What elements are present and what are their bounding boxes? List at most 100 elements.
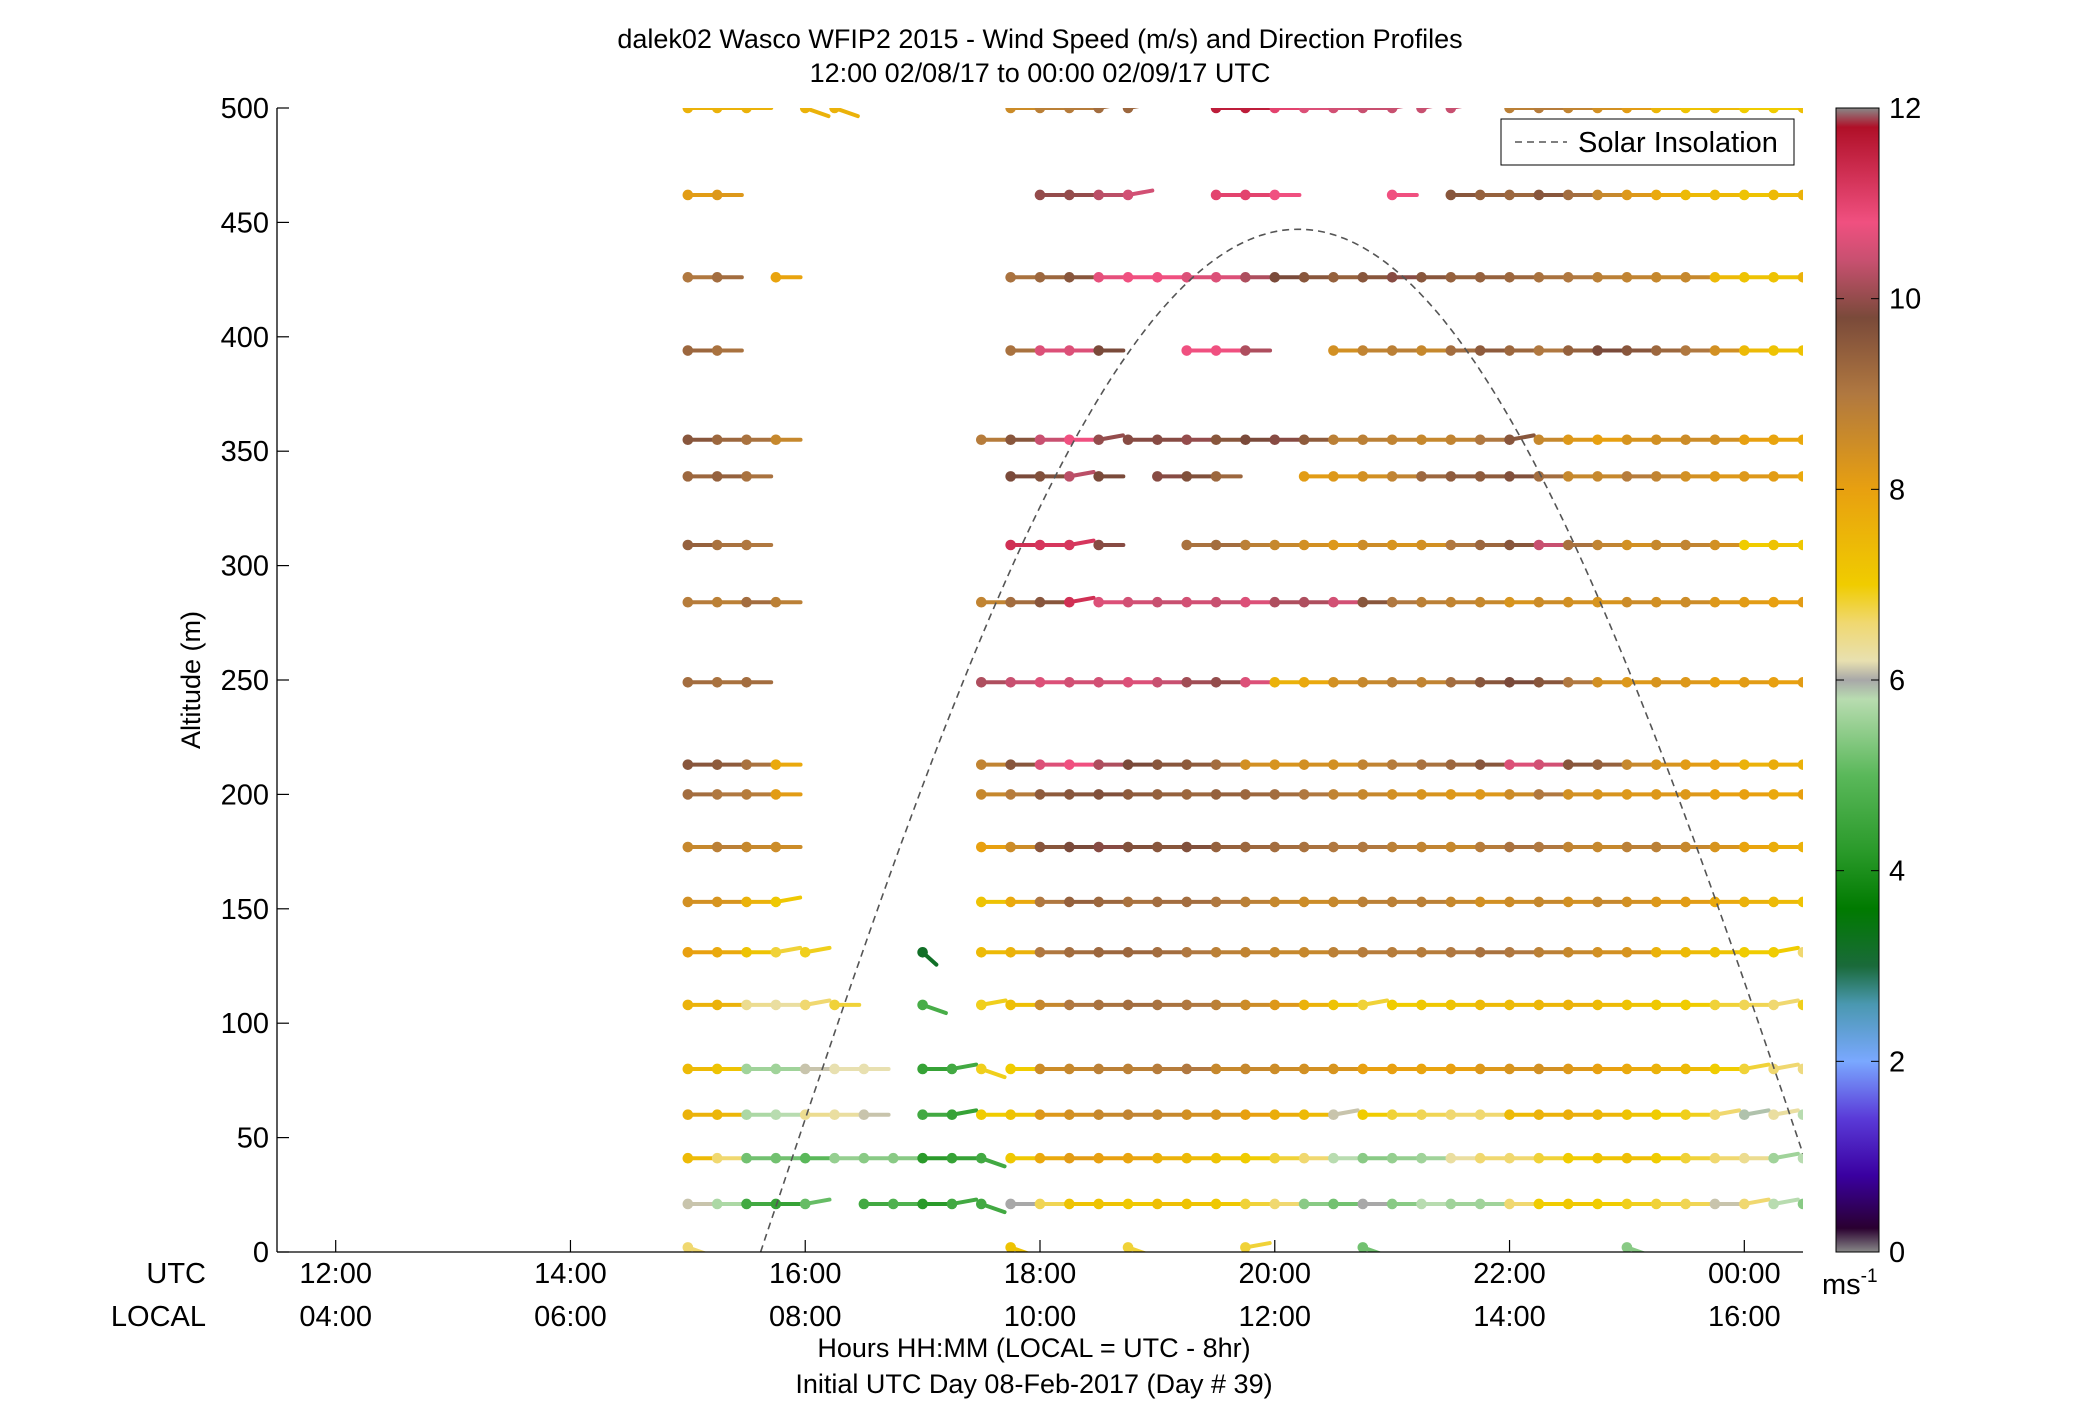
wind-barb-point xyxy=(1034,789,1046,800)
wind-barb-point xyxy=(1445,946,1457,958)
wind-barb-point xyxy=(1592,108,1603,114)
wind-barb-point xyxy=(829,1109,840,1121)
wind-barb-point xyxy=(1533,539,1545,551)
colorbar-tick-label: 2 xyxy=(1889,1046,1905,1078)
wind-barb-point xyxy=(1386,471,1398,482)
wind-barb-point xyxy=(1240,1152,1251,1164)
wind-barb-point xyxy=(1621,759,1633,770)
wind-barb-point xyxy=(682,999,694,1011)
wind-barb-point xyxy=(1064,759,1075,770)
wind-barb-point xyxy=(1298,1109,1310,1121)
wind-barb-point xyxy=(1592,946,1603,958)
x-axis-label: Hours HH:MM (LOCAL = UTC - 8hr) xyxy=(817,1333,1250,1363)
wind-barb-point xyxy=(917,1063,928,1075)
wind-barb-point xyxy=(1181,759,1193,770)
wind-barb-point xyxy=(1181,1152,1193,1164)
wind-barb-point xyxy=(1474,189,1486,201)
wind-barb-point xyxy=(770,1198,782,1210)
wind-barb-point xyxy=(1504,1152,1515,1164)
wind-barb-point xyxy=(1210,189,1222,201)
wind-barb-point xyxy=(1474,676,1486,688)
wind-barb-point xyxy=(1562,1063,1574,1075)
wind-barb-point xyxy=(1298,1198,1310,1210)
wind-barb-point xyxy=(1122,108,1134,114)
wind-barb-point xyxy=(858,1109,870,1121)
wind-barb-point xyxy=(1064,189,1075,201)
wind-barb-point xyxy=(1797,434,1803,446)
x-tick-label-local: 16:00 xyxy=(1708,1301,1781,1333)
wind-barb-point xyxy=(1650,1152,1662,1164)
wind-barb-point xyxy=(1064,841,1075,853)
wind-barb-point xyxy=(1797,345,1803,356)
wind-barb-point xyxy=(1328,539,1339,551)
wind-barb-point xyxy=(1328,676,1339,688)
wind-barb-point xyxy=(1533,896,1545,908)
wind-barb-point xyxy=(1269,1198,1281,1210)
wind-barb-point xyxy=(711,946,723,958)
wind-barb-point xyxy=(1152,946,1163,958)
colorbar-tick-label: 0 xyxy=(1889,1237,1905,1269)
wind-barb-point xyxy=(1768,789,1779,800)
wind-barb-point xyxy=(1122,434,1134,446)
wind-barb-point xyxy=(1298,896,1310,908)
wind-barb-point xyxy=(1005,471,1016,482)
wind-barb-point xyxy=(1592,1152,1603,1164)
wind-barb-point xyxy=(1005,841,1016,853)
wind-barb-point xyxy=(1768,1152,1779,1164)
wind-barb-point xyxy=(1739,759,1750,770)
wind-barb-point xyxy=(1533,596,1545,608)
wind-barb-point xyxy=(1240,946,1251,958)
wind-barb-point xyxy=(1739,434,1750,446)
wind-barb-point xyxy=(1562,1198,1574,1210)
wind-barb-point xyxy=(1416,272,1427,283)
wind-barb-point xyxy=(1034,189,1046,201)
x-axis-ticks: 12:00 04:00 14:00 06:00 16:00 08:00 18:00 10:00… xyxy=(299,1240,1781,1333)
wind-barb-point xyxy=(1650,189,1662,201)
wind-barb-point xyxy=(711,189,723,201)
wind-barb-point xyxy=(1357,345,1369,356)
wind-barb-point xyxy=(1768,189,1779,201)
colorbar-unit: ms-1 xyxy=(1822,1266,1878,1301)
wind-barb-point xyxy=(1680,946,1691,958)
y-tick-label: 500 xyxy=(221,93,269,125)
wind-barb-point xyxy=(1298,471,1310,482)
wind-barb-point xyxy=(1621,1152,1633,1164)
wind-barb-point xyxy=(1709,272,1721,283)
wind-barb-point xyxy=(711,789,723,800)
wind-barb-point xyxy=(1445,676,1457,688)
wind-barb-point xyxy=(1386,189,1398,201)
wind-barb-point xyxy=(1357,946,1369,958)
wind-barb-point xyxy=(1034,434,1046,446)
wind-barb-point xyxy=(1034,345,1046,356)
wind-barb-point xyxy=(770,946,782,958)
wind-barb-point xyxy=(1240,189,1251,201)
wind-barb-point xyxy=(1122,1152,1134,1164)
wind-barb-point xyxy=(711,1152,723,1164)
wind-barb-point xyxy=(1269,434,1281,446)
wind-barb-point xyxy=(1533,1109,1545,1121)
wind-barb-point xyxy=(1034,999,1046,1011)
wind-barb-point xyxy=(770,1063,782,1075)
wind-barb-point xyxy=(829,999,840,1011)
wind-barb-point xyxy=(1093,189,1104,201)
plot-area: 0 50 100 150 200 250 300 350 400 450 500 12:00 04:0… xyxy=(221,93,1856,1333)
wind-barb-point xyxy=(682,896,694,908)
wind-barb-shaft xyxy=(1832,104,1856,108)
wind-barb-point xyxy=(1298,1063,1310,1075)
wind-barb-point xyxy=(682,1109,694,1121)
wind-barb-point xyxy=(1621,272,1633,283)
wind-barb-point xyxy=(1034,1152,1046,1164)
wind-barb-point xyxy=(1445,539,1457,551)
wind-barb-point xyxy=(1445,596,1457,608)
wind-barb-point xyxy=(1592,896,1603,908)
wind-barb-point xyxy=(1621,999,1633,1011)
wind-barb-point xyxy=(711,1063,723,1075)
wind-barb-point xyxy=(1034,759,1046,770)
wind-barb-point xyxy=(1739,1152,1750,1164)
wind-barb-point xyxy=(1592,189,1603,201)
wind-barb-point xyxy=(1093,789,1104,800)
wind-barb-point xyxy=(1064,345,1075,356)
wind-barb-point xyxy=(1357,471,1369,482)
wind-barb-point xyxy=(1034,896,1046,908)
